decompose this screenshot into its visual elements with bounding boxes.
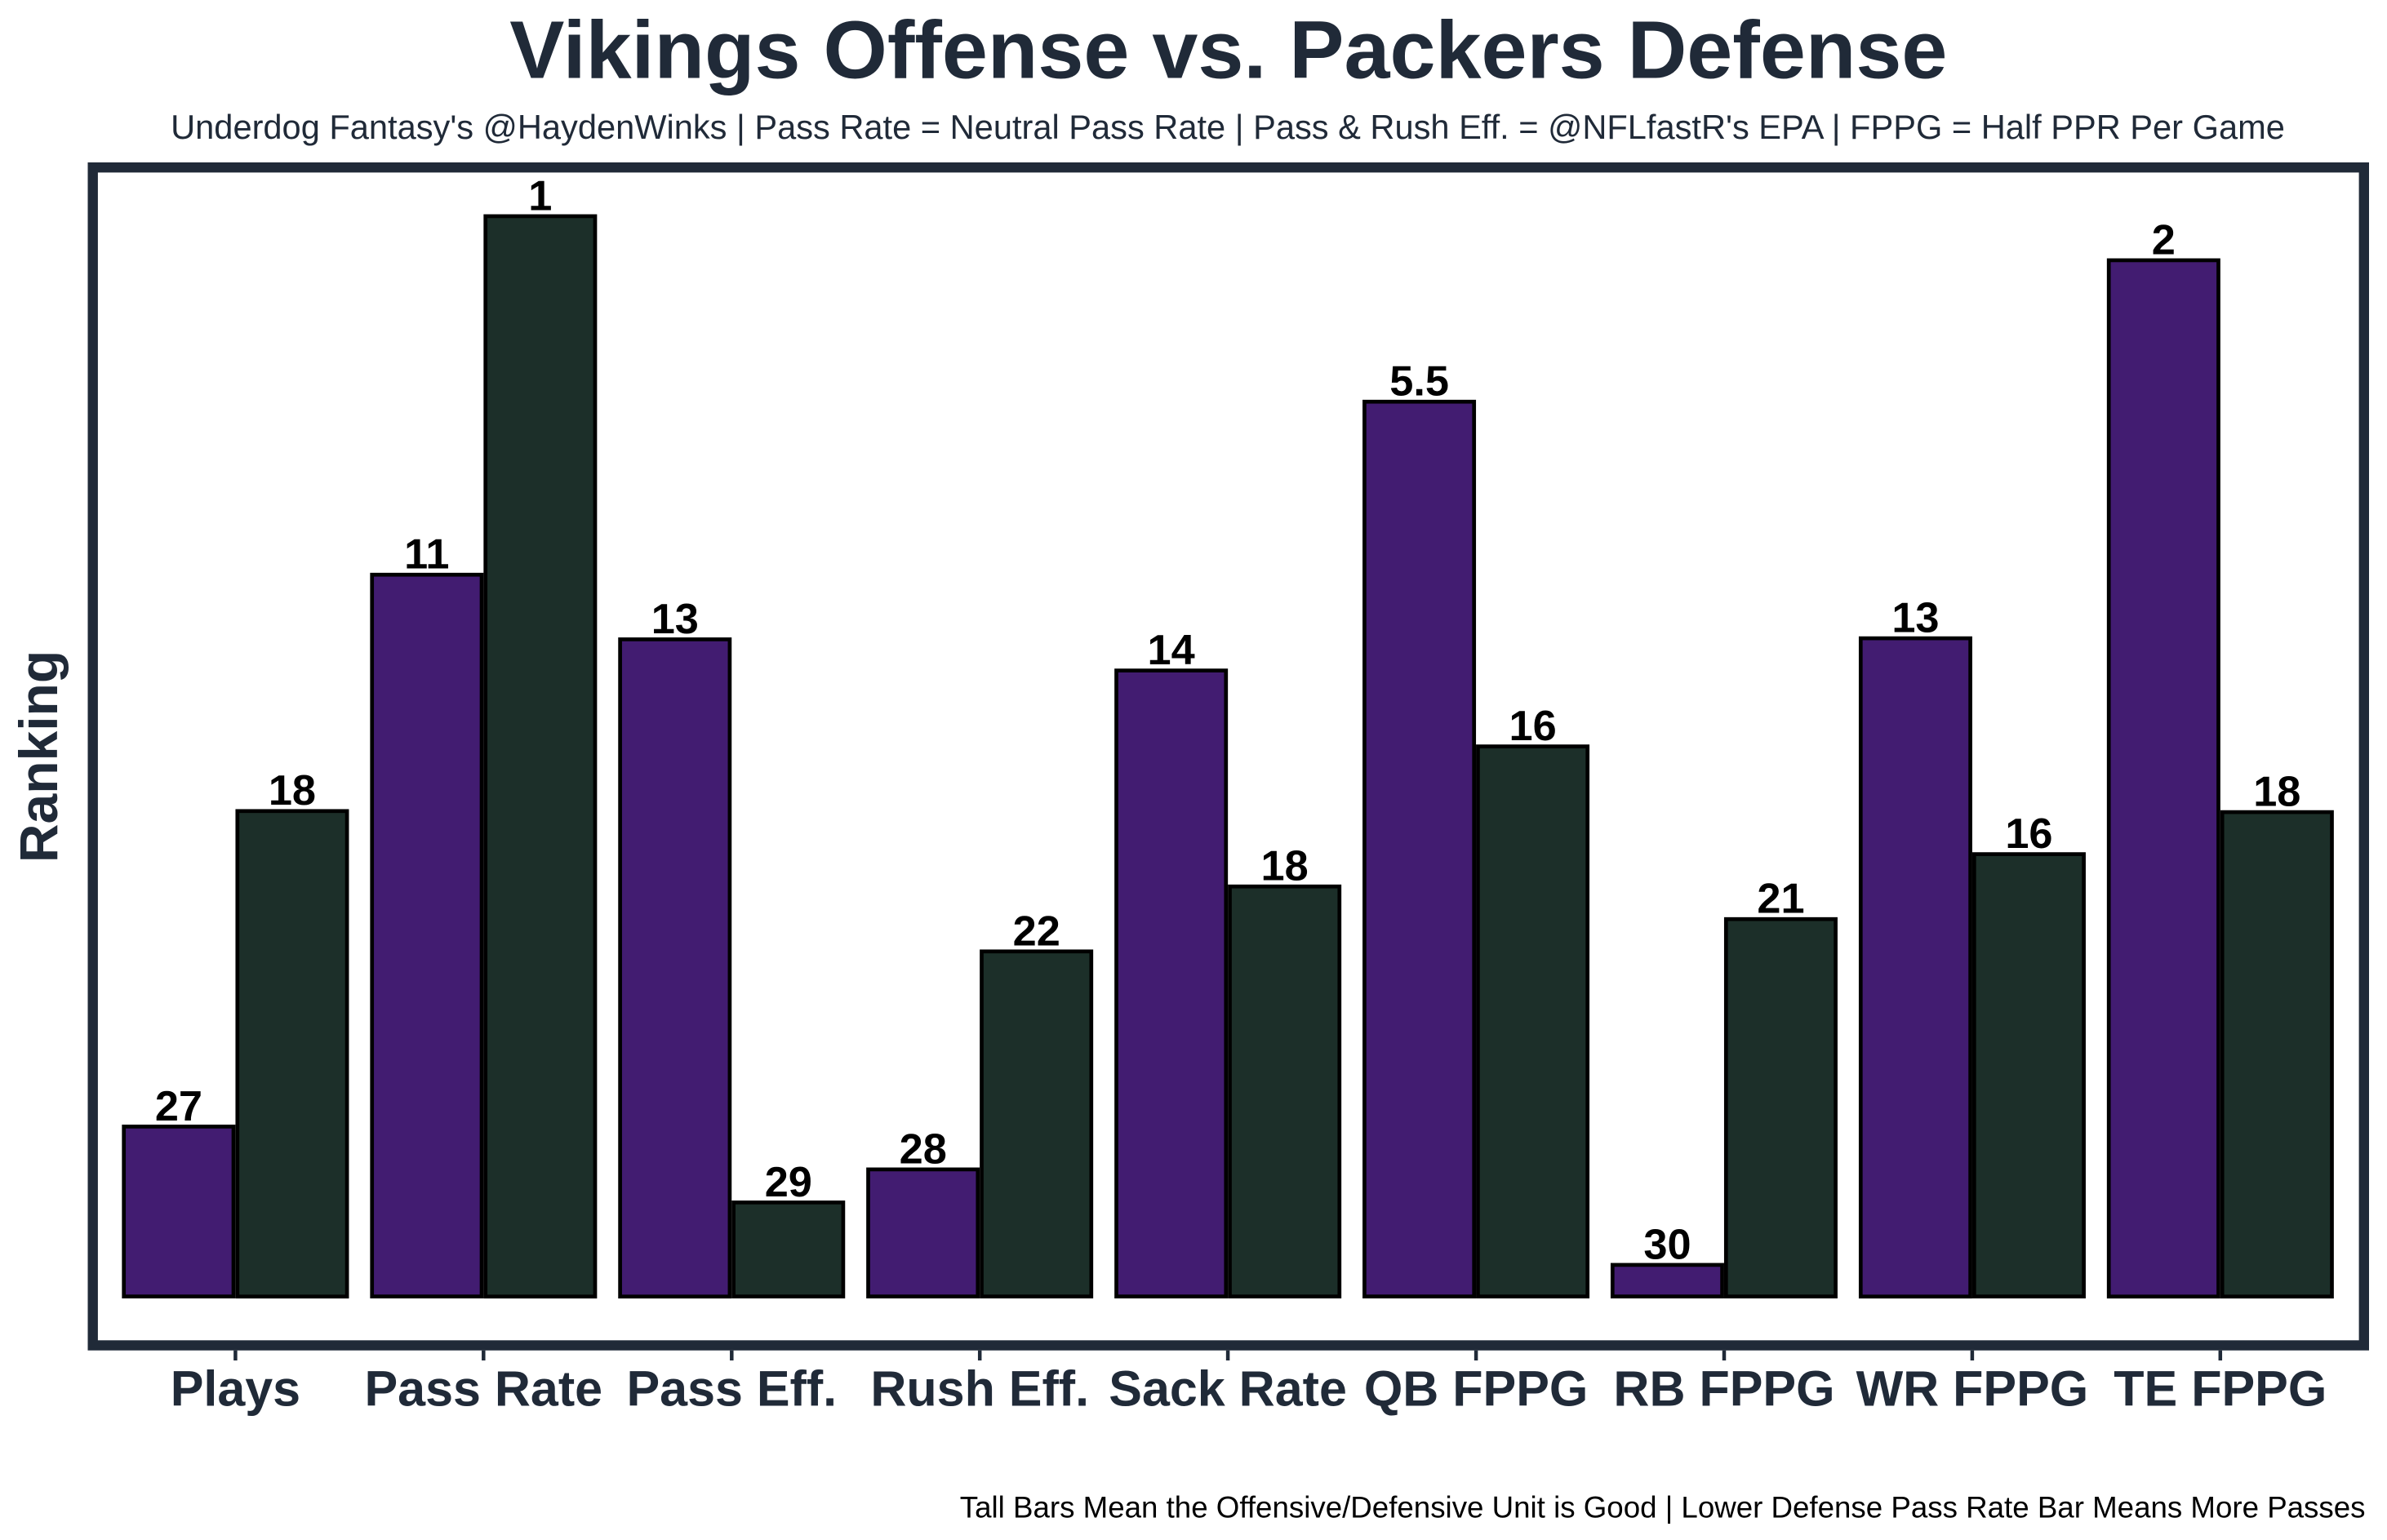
svg-text:16: 16 (1509, 703, 1557, 750)
svg-text:QB FPPG: QB FPPG (1364, 1361, 1589, 1417)
svg-text:30: 30 (1643, 1221, 1691, 1268)
svg-text:RB FPPG: RB FPPG (1613, 1361, 1834, 1417)
svg-text:Plays: Plays (171, 1361, 300, 1417)
svg-text:Rush Eff.: Rush Eff. (870, 1361, 1089, 1417)
svg-text:29: 29 (765, 1159, 812, 1206)
svg-text:5.5: 5.5 (1389, 358, 1449, 406)
svg-text:Ranking: Ranking (8, 650, 69, 863)
svg-text:13: 13 (651, 596, 699, 643)
svg-text:28: 28 (900, 1125, 947, 1173)
svg-text:11: 11 (404, 531, 449, 579)
svg-text:18: 18 (2253, 769, 2300, 816)
svg-text:21: 21 (1757, 876, 1804, 923)
svg-text:14: 14 (1148, 627, 1195, 674)
svg-text:Underdog Fantasy's @HaydenWink: Underdog Fantasy's @HaydenWinks | Pass R… (171, 108, 2285, 146)
svg-text:18: 18 (1261, 843, 1309, 890)
svg-text:WR FPPG: WR FPPG (1856, 1361, 2089, 1417)
svg-text:22: 22 (1013, 908, 1060, 955)
svg-text:13: 13 (1891, 595, 1939, 642)
svg-text:1: 1 (528, 172, 552, 220)
svg-text:27: 27 (155, 1083, 202, 1130)
svg-text:Pass Rate: Pass Rate (364, 1361, 602, 1417)
svg-text:16: 16 (2005, 810, 2052, 858)
svg-text:Sack Rate: Sack Rate (1109, 1361, 1347, 1417)
svg-text:Pass Eff.: Pass Eff. (626, 1361, 837, 1417)
svg-text:Vikings Offense vs. Packers De: Vikings Offense vs. Packers Defense (509, 5, 1947, 96)
svg-text:2: 2 (2152, 216, 2176, 264)
svg-text:Tall Bars Mean the Offensive/D: Tall Bars Mean the Offensive/Defensive U… (960, 1491, 2366, 1524)
svg-text:18: 18 (269, 767, 316, 814)
svg-text:TE FPPG: TE FPPG (2114, 1361, 2327, 1417)
